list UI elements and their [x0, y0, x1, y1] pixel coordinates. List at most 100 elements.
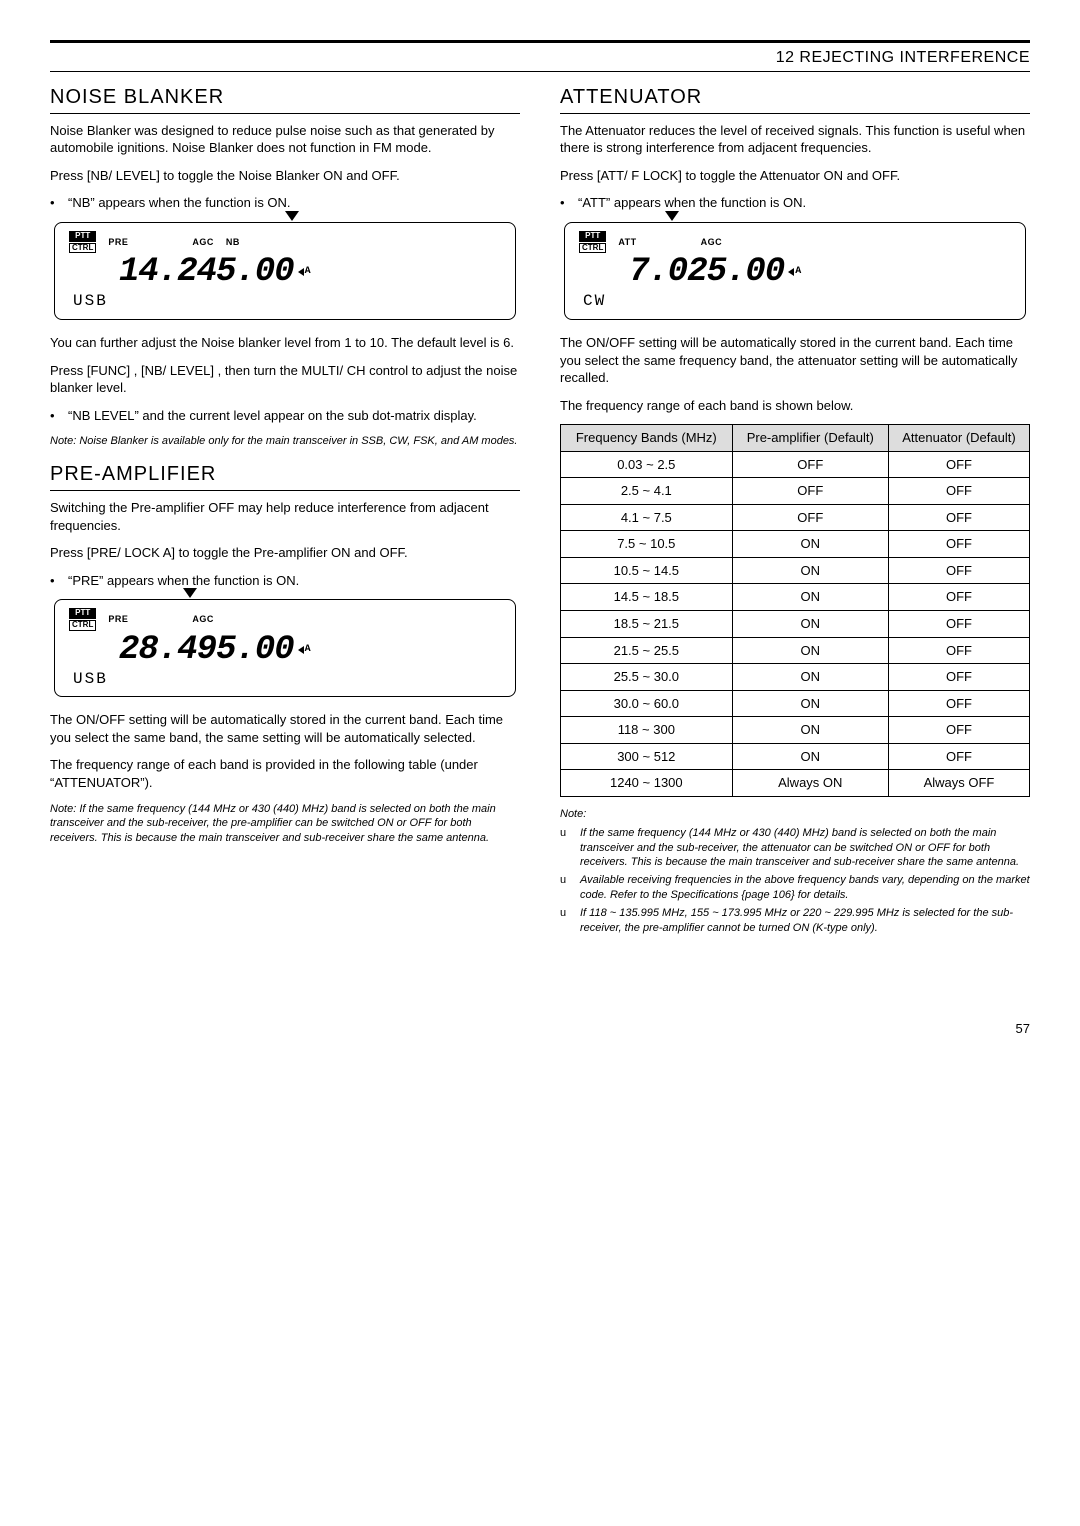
agc-tag: AGC: [192, 236, 214, 248]
table-cell: ON: [732, 743, 888, 770]
table-cell: OFF: [888, 504, 1029, 531]
table-cell: 7.5 ~ 10.5: [561, 531, 733, 558]
attenuator-title: ATTENUATOR: [560, 84, 1030, 114]
table-cell: 18.5 ~ 21.5: [561, 610, 733, 637]
att-lcd: PTT CTRL ATT AGC 7.025.00 A CW: [564, 222, 1026, 320]
att-tag: ATT: [618, 236, 636, 248]
att-mode: CW: [583, 291, 1011, 313]
bullet-icon: [560, 194, 578, 212]
pa-b1-text: “PRE” appears when the function is ON.: [68, 572, 299, 590]
table-row: 10.5 ~ 14.5ONOFF: [561, 557, 1030, 584]
table-cell: OFF: [888, 451, 1029, 478]
ptt-ctrl-icon: PTT CTRL: [579, 231, 606, 254]
table-cell: OFF: [732, 504, 888, 531]
table-cell: Always ON: [732, 770, 888, 797]
table-row: 18.5 ~ 21.5ONOFF: [561, 610, 1030, 637]
ptt-ctrl-icon: PTT CTRL: [69, 231, 96, 254]
table-row: 30.0 ~ 60.0ONOFF: [561, 690, 1030, 717]
note-text: If 118 ~ 135.995 MHz, 155 ~ 173.995 MHz …: [580, 906, 1030, 936]
note-text: Available receiving frequencies in the a…: [580, 873, 1030, 903]
table-cell: ON: [732, 610, 888, 637]
table-cell: 300 ~ 512: [561, 743, 733, 770]
pa-p2: Press [PRE/ LOCK A] to toggle the Pre-am…: [50, 544, 520, 562]
nb-lcd: PTT CTRL PRE AGC NB 14.245.00 A USB: [54, 222, 516, 320]
table-cell: 118 ~ 300: [561, 717, 733, 744]
pa-freq: 28.495.00 A: [119, 633, 501, 667]
nb-b1-text: “NB” appears when the function is ON.: [68, 194, 291, 212]
table-cell: 30.0 ~ 60.0: [561, 690, 733, 717]
att-p2: Press [ATT/ F LOCK] to toggle the Attenu…: [560, 167, 1030, 185]
table-row: 300 ~ 512ONOFF: [561, 743, 1030, 770]
table-cell: 4.1 ~ 7.5: [561, 504, 733, 531]
bands-table: Frequency Bands (MHz) Pre-amplifier (Def…: [560, 424, 1030, 797]
nb-p4: Press [FUNC] , [NB/ LEVEL] , then turn t…: [50, 362, 520, 397]
right-column: ATTENUATOR The Attenuator reduces the le…: [560, 78, 1030, 940]
table-cell: 2.5 ~ 4.1: [561, 478, 733, 505]
table-cell: ON: [732, 690, 888, 717]
chapter-title: 12 REJECTING INTERFERENCE: [50, 45, 1030, 71]
table-row: 25.5 ~ 30.0ONOFF: [561, 664, 1030, 691]
pa-p3: The ON/OFF setting will be automatically…: [50, 711, 520, 746]
table-cell: 21.5 ~ 25.5: [561, 637, 733, 664]
table-cell: ON: [732, 664, 888, 691]
ptt-ctrl-icon: PTT CTRL: [69, 608, 96, 631]
noise-blanker-title: NOISE BLANKER: [50, 84, 520, 114]
nb-note: Note: Noise Blanker is available only fo…: [50, 434, 520, 449]
pa-p4: The frequency range of each band is prov…: [50, 756, 520, 791]
att-bullet1: “ATT” appears when the function is ON.: [560, 194, 1030, 212]
page-number: 57: [50, 1020, 1030, 1038]
nb-p2: Press [NB/ LEVEL] to toggle the Noise Bl…: [50, 167, 520, 185]
table-cell: OFF: [888, 610, 1029, 637]
att-p3: The ON/OFF setting will be automatically…: [560, 334, 1030, 387]
nb-mode: USB: [73, 291, 501, 313]
table-row: 2.5 ~ 4.1OFFOFF: [561, 478, 1030, 505]
arrow-down-icon: [665, 211, 679, 223]
pre-tag: PRE: [108, 613, 128, 625]
thin-rule: [50, 71, 1030, 72]
note-item: uAvailable receiving frequencies in the …: [560, 873, 1030, 903]
table-row: 0.03 ~ 2.5OFFOFF: [561, 451, 1030, 478]
table-cell: 25.5 ~ 30.0: [561, 664, 733, 691]
note-item: uIf 118 ~ 135.995 MHz, 155 ~ 173.995 MHz…: [560, 906, 1030, 936]
att-p1: The Attenuator reduces the level of rece…: [560, 122, 1030, 157]
table-row: 7.5 ~ 10.5ONOFF: [561, 531, 1030, 558]
table-row: 1240 ~ 1300Always ONAlways OFF: [561, 770, 1030, 797]
bullet-icon: [50, 407, 68, 425]
table-cell: OFF: [888, 743, 1029, 770]
table-cell: OFF: [888, 690, 1029, 717]
table-cell: ON: [732, 637, 888, 664]
nb-tag: NB: [226, 236, 240, 248]
table-cell: 14.5 ~ 18.5: [561, 584, 733, 611]
note-text: If the same frequency (144 MHz or 430 (4…: [580, 826, 1030, 871]
table-cell: OFF: [732, 451, 888, 478]
arrow-down-icon: [285, 211, 299, 223]
top-rule: [50, 40, 1030, 43]
pa-lcd: PTT CTRL PRE AGC 28.495.00 A USB: [54, 599, 516, 697]
table-cell: OFF: [888, 557, 1029, 584]
note-item: uIf the same frequency (144 MHz or 430 (…: [560, 826, 1030, 871]
att-b1-text: “ATT” appears when the function is ON.: [578, 194, 806, 212]
pre-tag: PRE: [108, 236, 128, 248]
note-marker: u: [560, 826, 580, 871]
bullet-icon: [50, 194, 68, 212]
table-cell: 10.5 ~ 14.5: [561, 557, 733, 584]
nb-bullet2: “NB LEVEL” and the current level appear …: [50, 407, 520, 425]
table-cell: ON: [732, 557, 888, 584]
att-freq: 7.025.00 A: [629, 255, 1011, 289]
att-p4: The frequency range of each band is show…: [560, 397, 1030, 415]
att-notes-list: uIf the same frequency (144 MHz or 430 (…: [560, 826, 1030, 936]
agc-tag: AGC: [701, 236, 723, 248]
arrow-down-icon: [183, 588, 197, 600]
table-row: 21.5 ~ 25.5ONOFF: [561, 637, 1030, 664]
nb-freq: 14.245.00 A: [119, 255, 501, 289]
note-marker: u: [560, 873, 580, 903]
table-row: 14.5 ~ 18.5ONOFF: [561, 584, 1030, 611]
table-cell: ON: [732, 584, 888, 611]
bullet-icon: [50, 572, 68, 590]
table-cell: OFF: [888, 637, 1029, 664]
pa-p1: Switching the Pre-amplifier OFF may help…: [50, 499, 520, 534]
nb-p1: Noise Blanker was designed to reduce pul…: [50, 122, 520, 157]
note-marker: u: [560, 906, 580, 936]
table-cell: OFF: [888, 478, 1029, 505]
table-cell: ON: [732, 717, 888, 744]
